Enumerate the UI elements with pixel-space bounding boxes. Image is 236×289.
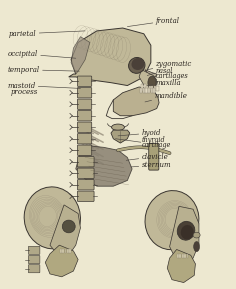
Bar <box>141 84 143 91</box>
Bar <box>184 254 186 258</box>
Ellipse shape <box>131 58 144 70</box>
FancyBboxPatch shape <box>77 88 92 98</box>
Text: sternum: sternum <box>131 161 171 169</box>
FancyBboxPatch shape <box>77 145 92 155</box>
Bar <box>145 88 148 93</box>
Bar <box>143 84 146 91</box>
FancyBboxPatch shape <box>77 179 94 190</box>
Bar <box>149 86 151 91</box>
Bar <box>69 249 71 253</box>
FancyBboxPatch shape <box>77 134 92 144</box>
FancyBboxPatch shape <box>77 157 94 167</box>
Bar <box>182 254 184 258</box>
Bar <box>60 249 62 253</box>
Text: occipital: occipital <box>8 50 76 58</box>
Ellipse shape <box>194 242 199 252</box>
Ellipse shape <box>177 221 195 240</box>
Text: maxilla: maxilla <box>147 79 181 87</box>
Ellipse shape <box>145 190 199 250</box>
Ellipse shape <box>129 58 145 73</box>
FancyBboxPatch shape <box>28 246 40 254</box>
Polygon shape <box>111 130 130 143</box>
FancyBboxPatch shape <box>77 76 92 86</box>
Text: mandible: mandible <box>145 92 187 102</box>
Text: thyroid: thyroid <box>141 136 165 144</box>
Text: clavicle: clavicle <box>126 153 168 161</box>
Text: temporal: temporal <box>8 66 79 74</box>
Bar <box>148 88 150 93</box>
Bar <box>64 249 66 253</box>
Polygon shape <box>139 70 157 90</box>
Text: frontal: frontal <box>127 17 180 27</box>
FancyBboxPatch shape <box>77 191 94 201</box>
Text: mastoid: mastoid <box>7 81 80 90</box>
Text: zygomatic: zygomatic <box>147 60 192 70</box>
Ellipse shape <box>148 76 156 89</box>
FancyBboxPatch shape <box>149 143 159 170</box>
Polygon shape <box>170 206 199 264</box>
Text: cartilage: cartilage <box>141 141 171 149</box>
Bar <box>154 86 156 91</box>
Polygon shape <box>71 37 90 74</box>
Bar <box>146 86 148 91</box>
Ellipse shape <box>112 124 124 130</box>
Bar <box>62 249 64 253</box>
Polygon shape <box>113 87 159 116</box>
Bar <box>156 86 159 91</box>
FancyBboxPatch shape <box>77 111 92 121</box>
Bar <box>179 254 181 258</box>
Bar <box>140 88 142 93</box>
Bar <box>67 249 69 253</box>
Polygon shape <box>76 146 132 186</box>
FancyBboxPatch shape <box>28 265 40 273</box>
Polygon shape <box>167 249 195 283</box>
Polygon shape <box>145 70 157 77</box>
Bar <box>186 254 188 258</box>
Text: cartilages: cartilages <box>156 72 188 80</box>
Bar <box>153 88 155 93</box>
Polygon shape <box>69 28 151 86</box>
Ellipse shape <box>181 225 194 239</box>
Bar <box>151 86 153 91</box>
Polygon shape <box>50 205 80 257</box>
Bar <box>177 254 179 258</box>
Text: nasal: nasal <box>156 67 173 75</box>
FancyBboxPatch shape <box>77 168 94 178</box>
Text: hyoid: hyoid <box>118 129 161 137</box>
Bar <box>143 88 145 93</box>
Text: process: process <box>11 88 38 96</box>
FancyBboxPatch shape <box>77 99 92 110</box>
Ellipse shape <box>62 220 75 233</box>
Bar <box>151 88 153 93</box>
Text: parietal: parietal <box>9 30 85 38</box>
Ellipse shape <box>24 187 80 249</box>
Ellipse shape <box>193 232 200 238</box>
Polygon shape <box>45 245 78 277</box>
FancyBboxPatch shape <box>77 122 92 132</box>
FancyBboxPatch shape <box>28 255 40 264</box>
